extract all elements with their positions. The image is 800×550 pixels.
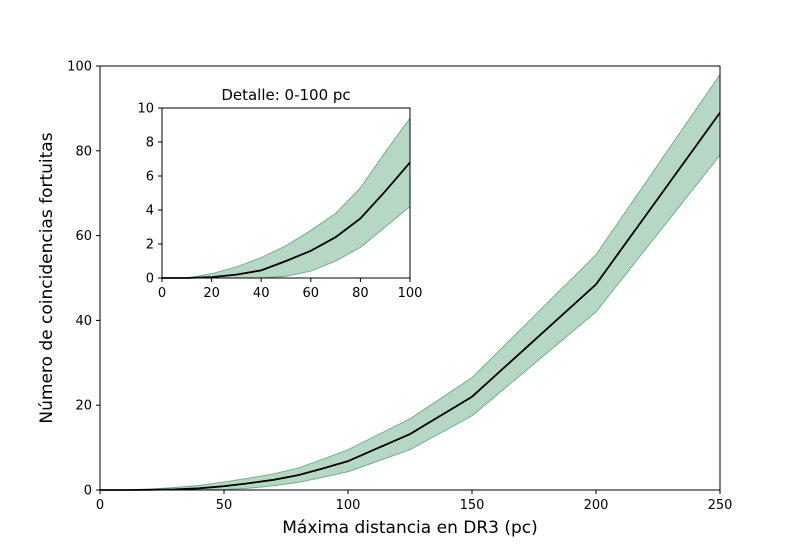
inset-title: Detalle: 0-100 pc: [221, 86, 350, 104]
inset-y-tick-label: 0: [146, 272, 154, 287]
main-y-tick-label: 80: [75, 144, 92, 159]
inset-x-tick-label: 40: [253, 286, 270, 301]
main-y-tick-label: 20: [75, 399, 92, 414]
main-y-tick-label: 40: [75, 314, 92, 329]
main-x-tick-label: 150: [460, 498, 485, 513]
inset-x-tick-label: 60: [303, 286, 320, 301]
inset-y-tick-label: 6: [146, 170, 154, 185]
main-x-tick-label: 50: [216, 498, 233, 513]
main-frame: [99, 65, 721, 491]
main-x-tick-label: 200: [584, 498, 609, 513]
main-y-tick-label: 100: [67, 60, 92, 75]
inset-plot: 0 20 40 60 80 100 0 2 4 6 8 10 Detalle: 0-100 pc: [137, 86, 422, 301]
inset-y-tick-label: 2: [146, 238, 154, 253]
inset-plot-area: [162, 108, 410, 278]
inset-y-tick-label: 4: [146, 204, 154, 219]
inset-frame: [161, 107, 411, 279]
inset-y-tick-label: 8: [146, 136, 154, 151]
main-y-tick-label: 0: [84, 484, 92, 499]
main-x-tick-label: 250: [708, 498, 733, 513]
inset-x-tick-label: 20: [203, 286, 220, 301]
inset-x-tick-label: 0: [158, 286, 166, 301]
inset-x-tick-label: 80: [352, 286, 369, 301]
main-y-tick-label: 60: [75, 229, 92, 244]
main-x-axis-label: Máxima distancia en DR3 (pc): [282, 518, 538, 538]
inset-x-tick-label: 100: [398, 286, 423, 301]
inset-y-tick-label: 10: [137, 102, 154, 117]
main-x-tick-label: 0: [96, 498, 104, 513]
main-x-tick-label: 100: [336, 498, 361, 513]
main-y-axis-label: Número de coincidencias fortuitas: [37, 132, 57, 423]
